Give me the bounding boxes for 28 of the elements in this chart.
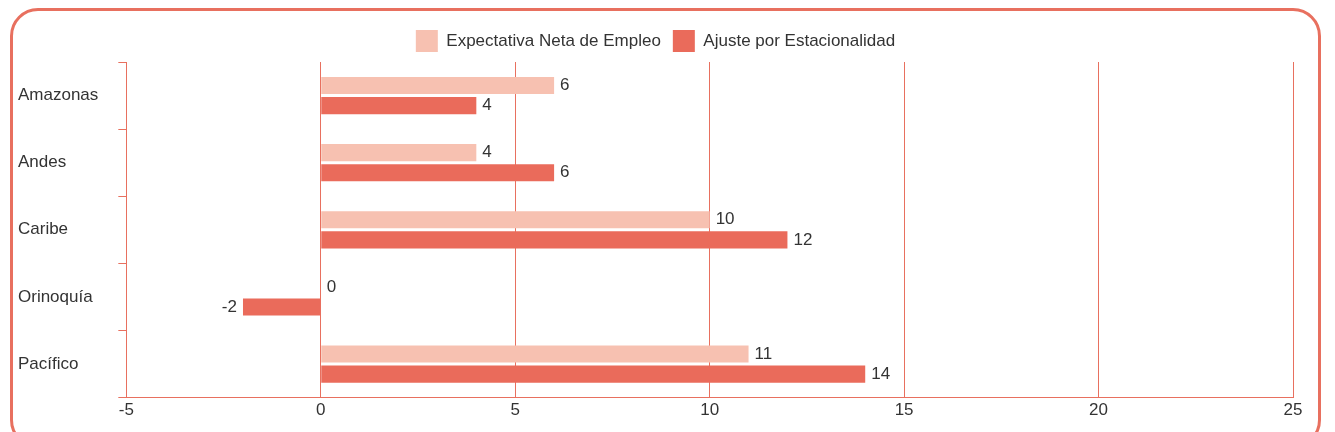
- legend-label: Ajuste por Estacionalidad: [703, 30, 896, 50]
- data-label: 6: [560, 162, 570, 182]
- y-tick-label: Pacífico: [18, 353, 79, 373]
- x-tick-label: 5: [510, 400, 520, 420]
- x-tick-label: 10: [700, 400, 720, 420]
- data-label: 0: [326, 276, 337, 296]
- x-tick-label: 25: [1283, 400, 1303, 420]
- bar: [321, 345, 749, 363]
- legend-label: Expectativa Neta de Empleo: [446, 30, 661, 50]
- x-tick-label: 0: [316, 400, 326, 420]
- data-label: 10: [715, 209, 735, 229]
- data-label: 4: [482, 95, 492, 115]
- y-tick-label: Andes: [18, 152, 67, 172]
- data-label: 4: [482, 142, 492, 162]
- y-tick-label: Amazonas: [18, 85, 99, 105]
- data-label: 14: [871, 363, 891, 383]
- data-label: 12: [793, 229, 813, 249]
- y-tick-label: Orinoquía: [18, 286, 94, 306]
- x-tick-label: 15: [894, 400, 914, 420]
- bar: [321, 144, 477, 162]
- bar: [321, 211, 710, 229]
- bar: [321, 76, 555, 95]
- x-tick-label: -5: [118, 400, 134, 420]
- y-tick-label: Caribe: [18, 219, 69, 239]
- data-label: 11: [754, 343, 773, 363]
- data-label: -2: [221, 296, 237, 316]
- x-tick-label: 20: [1089, 400, 1109, 420]
- data-label: 6: [560, 75, 570, 95]
